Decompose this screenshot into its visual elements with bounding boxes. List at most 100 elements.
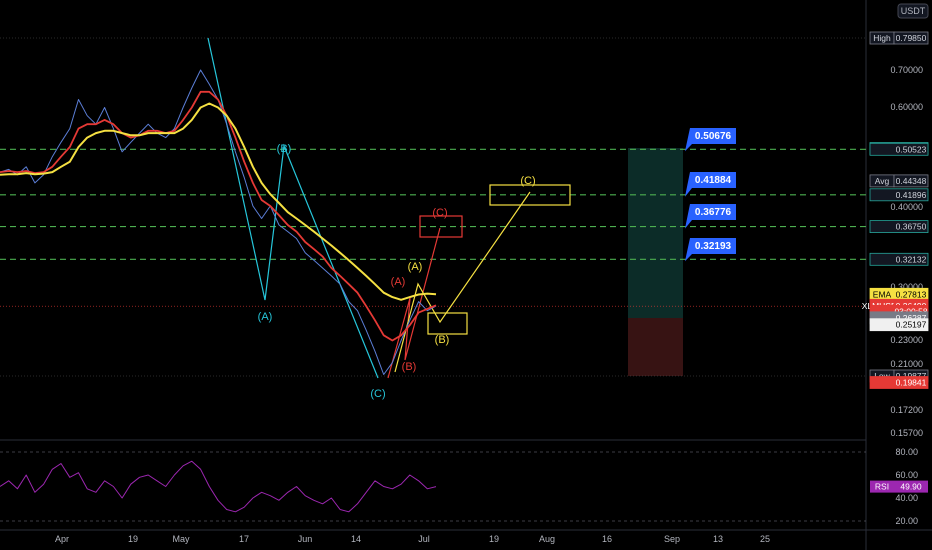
ema-slow-series (0, 102, 437, 301)
ema-fast-line[interactable] (0, 90, 437, 342)
price-badge[interactable]: 0.25197 (869, 318, 929, 332)
rsi-tick-label: 80.00 (895, 447, 918, 457)
price-tick-label: 0.15700 (890, 428, 923, 438)
time-axis-ticks: Apr 19 May 17 Jun 14 Jul 19 Aug 16 Sep 13 25 (55, 534, 770, 544)
wave-label: (B) (435, 334, 450, 346)
rsi-line[interactable] (0, 460, 437, 513)
time-tick-label: 25 (760, 534, 770, 544)
badge-tag: Low (874, 371, 890, 381)
badge-tag: High (873, 33, 891, 43)
badge-value: 0.44348 (896, 176, 927, 186)
price-badge[interactable]: Avg 0.44348 (869, 174, 929, 188)
price-badge[interactable]: 0.50523 (869, 142, 929, 156)
badge-value: 0.50523 (896, 144, 927, 154)
target-callout[interactable]: 0.41884 (685, 172, 736, 197)
badge-value: 0.26287 (896, 313, 927, 323)
rsi-tick-label: 20.00 (895, 516, 918, 526)
badge-tag: Avg (875, 176, 890, 186)
wave-labels: (A) (B) (C) (A) (B) (C) (A) (B) (C) (258, 143, 536, 400)
time-tick-label: 19 (128, 534, 138, 544)
price-tick-label: 0.70000 (890, 65, 923, 75)
callout-value: 0.41884 (695, 175, 732, 186)
yellow-target-box-b[interactable] (427, 312, 468, 335)
cyan-wave-path[interactable] (207, 37, 379, 379)
time-tick-label: Sep (664, 534, 680, 544)
rsi-badge-value: 49.90 (900, 482, 922, 492)
price-tick-label: 0.17200 (890, 405, 923, 415)
profit-zone[interactable] (628, 148, 683, 318)
target-callout[interactable]: 0.36776 (685, 204, 736, 229)
wave-label: (C) (370, 388, 385, 400)
price-badge[interactable]: 0.19841 (869, 376, 929, 389)
time-tick-label: Jul (418, 534, 430, 544)
time-tick-label: 14 (351, 534, 361, 544)
rsi-tick-label: 60.00 (895, 470, 918, 480)
badge-box (869, 220, 929, 234)
wave-label: (B) (402, 361, 417, 373)
time-tick-label: May (172, 534, 190, 544)
time-tick-label: Jun (298, 534, 313, 544)
badge-value-box (893, 31, 929, 45)
badge-value-box (893, 174, 929, 188)
price-axis-ticks: 0.70000 0.60000 0.40000 0.30000 0.23000 0.210… (890, 65, 923, 438)
badge-value: 0.27813 (896, 289, 927, 299)
price-tick-label: 0.23000 (890, 335, 923, 345)
price-badge[interactable]: EMA 0.27813 (869, 287, 929, 301)
badge-value: 0.32132 (896, 254, 927, 264)
badge-tag: EMA (873, 289, 892, 299)
rsi-badge-label: RSI (875, 482, 889, 492)
badge-value: 0.19841 (896, 378, 927, 388)
price-badges: High0.798500.506760.50523Avg0.443480.418… (862, 31, 929, 493)
wave-label: (A) (258, 311, 273, 323)
time-tick-label: 13 (713, 534, 723, 544)
price-tick-label: 0.30000 (890, 282, 923, 292)
callout-bubble (685, 204, 736, 229)
red-target-box[interactable] (419, 215, 463, 238)
callout-bubble (685, 172, 736, 197)
target-level-lines (0, 37, 866, 377)
wave-label: (B) (277, 143, 292, 155)
time-tick-label: Apr (55, 534, 69, 544)
wave-label: (A) (408, 261, 423, 273)
target-callouts: 0.50676 0.41884 0.36776 0.32193 (685, 128, 736, 262)
wave-label: (A) (391, 276, 406, 288)
rsi-axis-ticks: 80.00 60.00 40.00 20.00 (895, 447, 918, 526)
ema-fast-series (0, 90, 437, 342)
badge-value: 0.79850 (896, 33, 927, 43)
target-callout[interactable]: 0.50676 (685, 128, 736, 152)
callout-value: 0.50676 (695, 131, 732, 142)
badge-value: 0.36750 (896, 222, 927, 232)
rsi-tick-label: 40.00 (895, 493, 918, 503)
price-tick-label: 0.60000 (890, 102, 923, 112)
badge-value: 0.19877 (896, 371, 927, 381)
time-tick-label: 16 (602, 534, 612, 544)
time-tick-label: Aug (539, 534, 555, 544)
wave-label: (C) (432, 207, 447, 219)
target-callout[interactable]: 0.32193 (685, 238, 736, 262)
price-badge[interactable]: 0.36750 (869, 220, 929, 234)
price-badge[interactable]: 0.41896 (869, 188, 929, 202)
currency-text: USDT (901, 6, 926, 16)
currency-label[interactable]: USDT (897, 3, 929, 19)
callout-bubble (685, 128, 736, 152)
price-tick-label: 0.40000 (890, 202, 923, 212)
callout-bubble (685, 238, 736, 262)
yellow-target-box-c[interactable] (489, 184, 571, 206)
rsi-badge-box (870, 480, 928, 493)
badge-box (869, 376, 929, 389)
price-badge[interactable]: 0.32132 (869, 252, 929, 266)
rsi-guide-lines (0, 451, 866, 522)
time-tick-label: 19 (489, 534, 499, 544)
rsi-badge[interactable]: RSI 49.90 (870, 480, 928, 493)
rsi-series (0, 460, 437, 513)
loss-zone[interactable] (628, 318, 683, 376)
badge-box (869, 252, 929, 266)
time-tick-label: 17 (239, 534, 249, 544)
badge-value: 0.25197 (896, 320, 927, 330)
price-tick-label: 0.21000 (890, 359, 923, 369)
badge-value: 0.41896 (896, 190, 927, 200)
ema-slow-line[interactable] (0, 102, 437, 301)
price-badge[interactable]: High 0.79850 (869, 31, 929, 45)
